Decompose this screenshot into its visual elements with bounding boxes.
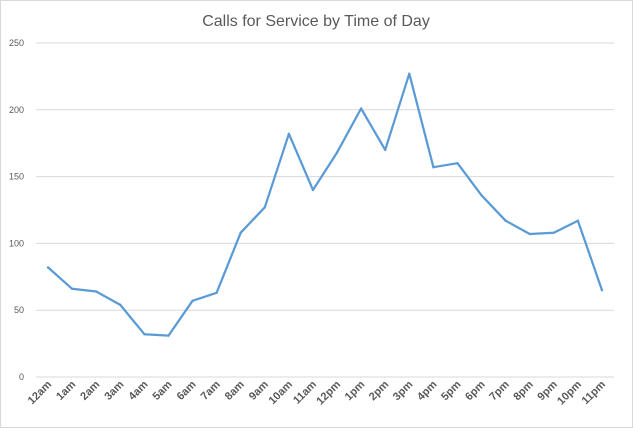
- x-tick-label: 11pm: [580, 378, 609, 407]
- x-tick-label: 2pm: [367, 378, 392, 403]
- x-tick-label: 11am: [291, 378, 319, 406]
- data-point: [143, 333, 146, 336]
- x-tick-label: 12am: [26, 378, 55, 407]
- x-tick-label: 3am: [102, 378, 126, 402]
- chart-title: Calls for Service by Time of Day: [202, 13, 430, 30]
- x-tick-label: 3pm: [391, 378, 416, 403]
- data-point: [287, 132, 291, 136]
- data-point: [335, 151, 339, 154]
- data-point: [432, 166, 435, 169]
- data-point: [95, 290, 98, 293]
- x-tick-label: 7am: [199, 378, 223, 402]
- data-point: [576, 219, 580, 222]
- x-tick-label: 4am: [126, 378, 150, 402]
- data-point: [408, 72, 411, 75]
- data-point: [359, 107, 363, 110]
- data-point: [600, 288, 604, 292]
- x-tick-label: 4pm: [415, 378, 440, 403]
- x-tick-label: 7pm: [487, 378, 512, 403]
- x-tick-label: 5pm: [439, 378, 464, 403]
- y-tick-label: 200: [9, 105, 24, 115]
- x-tick-label: 6pm: [463, 378, 488, 403]
- data-point: [119, 303, 122, 307]
- y-tick-label: 0: [19, 372, 24, 382]
- x-tick-label: 8am: [223, 378, 247, 402]
- data-point: [167, 334, 170, 337]
- gridlines: [36, 42, 614, 378]
- data-point: [239, 231, 242, 234]
- data-point: [70, 287, 74, 291]
- y-tick-label: 250: [9, 38, 24, 48]
- x-tick-label: 2am: [78, 378, 102, 402]
- data-point: [552, 231, 555, 234]
- data-point: [504, 219, 507, 222]
- x-tick-label: 10am: [267, 378, 296, 407]
- x-tick-label: 6am: [175, 378, 199, 402]
- x-axis-ticks: 12am 1am 2am 3am 4am 5am 6am 7am 8am 9am10am11am1…: [26, 378, 608, 407]
- x-tick-label: 1pm: [343, 378, 368, 403]
- x-tick-label: 12pm: [314, 378, 343, 407]
- x-tick-label: 8pm: [511, 378, 536, 403]
- data-point: [311, 188, 315, 192]
- y-tick-label: 100: [9, 238, 24, 248]
- data-point: [528, 232, 531, 236]
- y-tick-label: 150: [9, 172, 24, 182]
- x-tick-label: 10pm: [555, 378, 584, 407]
- data-point: [456, 162, 459, 165]
- data-point: [215, 291, 218, 295]
- data-point: [263, 206, 266, 209]
- data-point: [384, 148, 387, 152]
- series-points: [46, 72, 604, 337]
- y-axis-ticks: 0 50 100 150 200 250: [9, 38, 24, 382]
- series-line: [46, 72, 604, 337]
- data-point: [46, 266, 50, 269]
- data-point: [480, 194, 483, 197]
- data-point: [191, 299, 194, 303]
- x-tick-label: 5am: [151, 378, 175, 402]
- x-tick-label: 1am: [54, 378, 78, 402]
- y-tick-label: 50: [14, 305, 24, 315]
